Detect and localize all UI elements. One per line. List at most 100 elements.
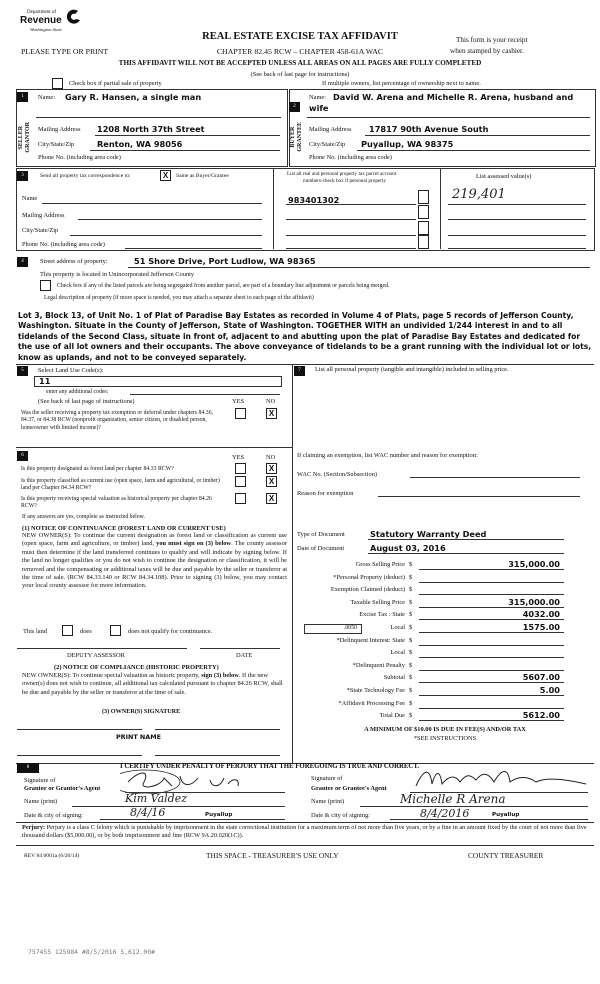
grantor-date-label: Date & city of signing: (24, 812, 83, 819)
total-row-value[interactable]: 4032.00 (522, 609, 560, 620)
buyer-phone-label: Phone No. (including area code) (309, 154, 392, 161)
multiple-owners-note: If multiple owners, list percentage of o… (322, 80, 481, 87)
land-does-not-checkbox[interactable] (110, 625, 121, 636)
grantee-sig-label1: Signature of (311, 775, 343, 782)
notice2-text: NEW OWNER(S): To continue special valuat… (22, 672, 283, 696)
seller-mailing-address[interactable]: 1208 North 37th Street (97, 124, 205, 134)
grantor-printed-name[interactable]: Kim Valdez (125, 792, 188, 805)
grantee-printed-name[interactable]: Michelle R Arena (400, 792, 506, 806)
exemption-question: Was the seller receiving a property tax … (21, 410, 214, 431)
total-row-line (419, 606, 564, 608)
personal-property-checkbox-4[interactable] (418, 235, 429, 249)
seller-mailing-label: Mailing Address (38, 126, 81, 133)
total-row-label: Gross Selling Price (355, 561, 405, 568)
seller-name-label: Name: (38, 94, 56, 101)
grantor-signing-city[interactable]: Puyallup (205, 812, 233, 818)
assessed-header: List assessed value(s) (476, 173, 532, 180)
chapter-text: CHAPTER 82.45 RCW – CHAPTER 458-61A WAC (216, 47, 384, 56)
seller-name[interactable]: Gary R. Hansen, a single man (65, 92, 202, 102)
total-row-line (419, 581, 564, 583)
section-3-badge: 3 (17, 171, 28, 181)
forest-yes-checkbox[interactable] (235, 463, 246, 474)
partial-sale-checkbox[interactable] (52, 78, 63, 89)
yes-header-6: YES (232, 454, 245, 461)
legal-description-label: Legal description of property (if more s… (44, 295, 314, 301)
total-row-value[interactable]: 1575.00 (522, 622, 560, 632)
land-does-checkbox[interactable] (62, 625, 73, 636)
total-row-label: Taxable Selling Price (350, 598, 405, 606)
buyer-mailing-address[interactable]: 17817 90th Avenue South (369, 124, 489, 134)
minimum-due-note: A MINIMUM OF $10.00 IS DUE IN FEE(S) AND… (364, 726, 526, 733)
grantor-sig-label2: Grantor or Grantor's Agent (24, 785, 101, 792)
grantor-signing-date[interactable]: 8/4/16 (130, 806, 166, 819)
total-row-line (419, 720, 564, 722)
section-1-badge: 1 (17, 92, 28, 102)
property-street-address[interactable]: 51 Shore Drive, Port Ludlow, WA 98365 (134, 256, 316, 266)
notice2-title: (2) NOTICE OF COMPLIANCE (HISTORIC PROPE… (54, 664, 219, 671)
print-name-label: PRINT NAME (116, 733, 161, 741)
no-header-6: NO (266, 454, 276, 461)
grantor-signature[interactable] (120, 768, 290, 794)
land-use-code-field[interactable]: 11 (34, 376, 282, 387)
personal-property-checkbox-3[interactable] (418, 221, 429, 235)
parcel-header-1: List all real and personal property tax … (287, 171, 397, 177)
receipt-line1: This form is your receipt (456, 36, 528, 44)
buyer-name-line2[interactable]: wife (309, 103, 329, 113)
parcel-header-2: numbers-check box if personal property (303, 178, 386, 184)
total-row-value[interactable]: 315,000.00 (508, 559, 560, 569)
currency-sign: $ (409, 649, 413, 657)
current-use-question: Is this property classified as current u… (21, 478, 220, 492)
owner-signature-label: (3) OWNER(S) SIGNATURE (102, 708, 181, 715)
section-8-badge: 8 (17, 763, 39, 773)
section-2-badge: 2 (289, 102, 300, 112)
forest-no-checkbox[interactable]: X (266, 463, 277, 474)
document-date[interactable]: August 03, 2016 (370, 543, 446, 553)
seller-phone-label: Phone No. (including area code) (38, 154, 121, 161)
buyer-name-line1[interactable]: David W. Arena and Michelle R. Arena, hu… (333, 92, 574, 102)
logo-dept: Department of (27, 10, 57, 15)
exemption-yes-checkbox[interactable] (235, 408, 246, 419)
personal-property-checkbox-1[interactable] (418, 190, 429, 204)
seller-city-state-zip[interactable]: Renton, WA 98056 (97, 139, 183, 149)
buyer-name-label: Name: (309, 94, 327, 101)
buyer-city-state-zip[interactable]: Puyallup, WA 98375 (361, 139, 454, 149)
notice1-title: (1) NOTICE OF CONTINUANCE (FOREST LAND O… (22, 525, 226, 532)
total-row-line (419, 594, 564, 596)
total-row-line (419, 569, 564, 570)
total-row-line (419, 632, 564, 633)
send-correspondence-label: Send all property tax correspondence to: (40, 173, 131, 179)
property-location: This property is located in Unincorporat… (40, 271, 195, 278)
historic-no-checkbox[interactable]: X (266, 493, 277, 504)
additional-codes-label: enter any additional codes: (46, 389, 109, 395)
same-as-buyer-checkbox[interactable]: X (160, 170, 171, 181)
currency-sign: $ (409, 586, 413, 594)
total-row-value[interactable]: 5.00 (539, 685, 560, 695)
currency-sign: $ (409, 611, 413, 619)
currency-sign: $ (409, 699, 413, 707)
current-use-yes-checkbox[interactable] (235, 476, 246, 487)
grantee-signing-date[interactable]: 8/4/2016 (420, 807, 470, 820)
grantee-signing-city[interactable]: Puyallup (492, 812, 520, 818)
yes-header-5: YES (232, 398, 245, 405)
document-type[interactable]: Statutory Warranty Deed (370, 529, 487, 539)
historic-yes-checkbox[interactable] (235, 493, 246, 504)
seller-section (16, 89, 288, 167)
exemption-no-checkbox[interactable]: X (266, 408, 277, 419)
parcel-number[interactable]: 983401302 (288, 195, 340, 205)
total-row-value[interactable]: 315,000.00 (508, 596, 560, 607)
current-use-no-checkbox[interactable]: X (266, 476, 277, 487)
assessed-value[interactable]: 219,401 (452, 187, 506, 202)
notice1-text: NEW OWNER(S): To continue the current de… (22, 532, 287, 590)
total-row-label: *State Technology Fee (346, 687, 405, 694)
form-revision: REV 84 0001a (6/26/14) (24, 853, 80, 859)
grantee-signature[interactable] (410, 764, 590, 790)
total-row-value[interactable]: 5612.00 (522, 710, 560, 721)
total-row-value[interactable]: 5607.00 (522, 672, 560, 683)
partial-sale-label: Check box if partial sale of property (69, 80, 162, 87)
personal-property-checkbox-2[interactable] (418, 205, 429, 219)
no-header-5: NO (266, 398, 276, 405)
section-6-badge: 6 (17, 451, 28, 461)
legal-description[interactable]: Lot 3, Block 13, of Unit No. 1 of Plat o… (18, 311, 592, 362)
segregated-checkbox[interactable] (40, 280, 51, 291)
correspondence-mailing-label: Mailing Address (22, 212, 65, 219)
